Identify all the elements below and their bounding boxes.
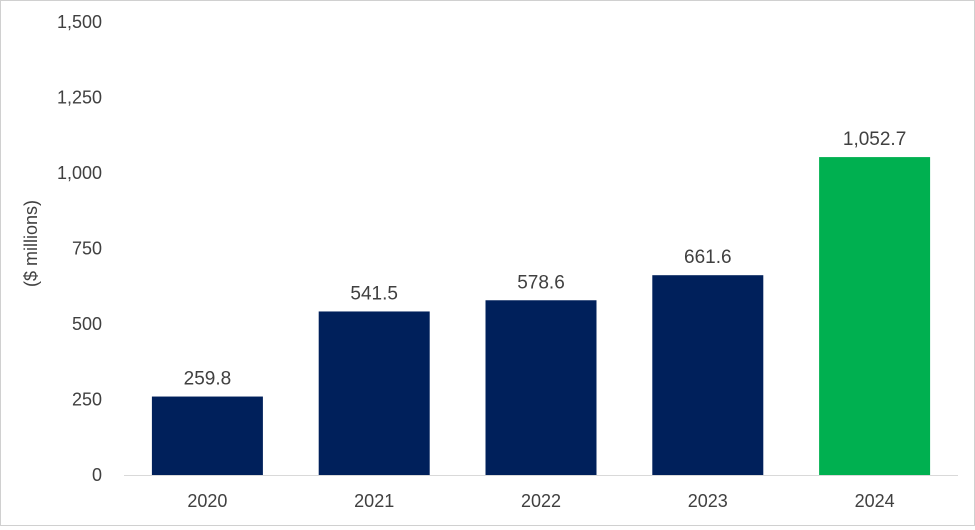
y-tick-label: 500 bbox=[72, 314, 102, 334]
x-tick-label: 2023 bbox=[688, 491, 728, 511]
bar-2022 bbox=[485, 300, 597, 475]
data-label-2023: 661.6 bbox=[684, 247, 732, 268]
bar-2024 bbox=[819, 157, 931, 475]
x-tick-label: 2022 bbox=[521, 491, 561, 511]
y-axis-ticks: 0 250 500 750 1,000 1,250 1,500 bbox=[57, 12, 102, 485]
y-tick-label: 750 bbox=[72, 239, 102, 259]
data-labels: 259.8 541.5 578.6 661.6 1,052.7 bbox=[184, 129, 907, 389]
y-tick-label: 1,250 bbox=[57, 88, 102, 108]
y-tick-label: 1,500 bbox=[57, 12, 102, 32]
bars bbox=[151, 157, 931, 475]
y-tick-label: 250 bbox=[72, 390, 102, 410]
y-axis-label: ($ millions) bbox=[21, 200, 41, 287]
bar-2023 bbox=[652, 275, 764, 475]
x-tick-label: 2021 bbox=[354, 491, 394, 511]
data-label-2021: 541.5 bbox=[350, 283, 398, 304]
data-label-2022: 578.6 bbox=[517, 272, 565, 293]
bar-2020 bbox=[151, 396, 263, 475]
data-label-2020: 259.8 bbox=[184, 369, 232, 390]
y-tick-label: 1,000 bbox=[57, 163, 102, 183]
x-axis-ticks: 2020 2021 2022 2023 2024 bbox=[187, 491, 894, 511]
y-tick-label: 0 bbox=[92, 465, 102, 485]
bar-2021 bbox=[318, 311, 430, 475]
x-tick-label: 2020 bbox=[187, 491, 227, 511]
data-label-2024: 1,052.7 bbox=[843, 129, 906, 150]
x-tick-label: 2024 bbox=[855, 491, 895, 511]
